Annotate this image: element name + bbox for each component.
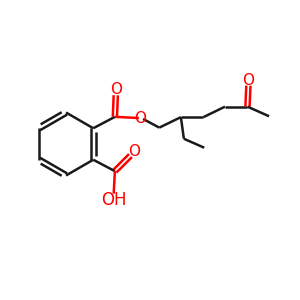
Text: O: O xyxy=(242,73,254,88)
Text: OH: OH xyxy=(101,191,126,209)
Text: O: O xyxy=(134,111,146,125)
Text: O: O xyxy=(110,82,122,97)
Text: O: O xyxy=(128,145,140,160)
